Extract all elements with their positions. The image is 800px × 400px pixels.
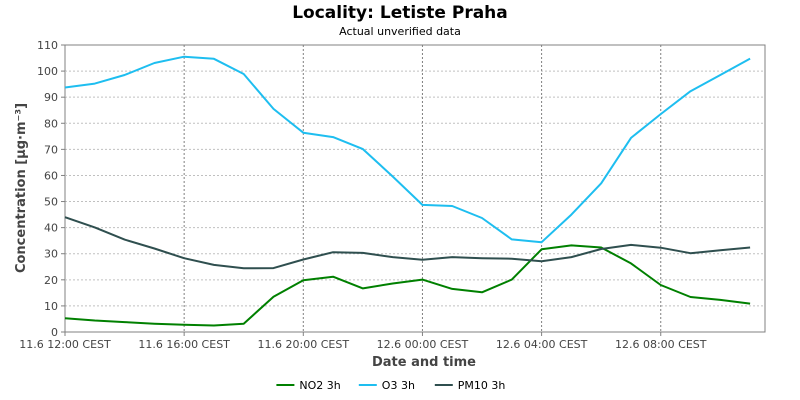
legend: NO2 3h O3 3h PM10 3h xyxy=(276,379,505,392)
y-tick-label: 100 xyxy=(37,65,58,78)
legend-item-o3-3h: O3 3h xyxy=(358,379,415,392)
legend-label: PM10 3h xyxy=(458,379,506,392)
series-line-no2-3h xyxy=(64,244,751,327)
plot-area xyxy=(64,44,766,333)
chart-subtitle: Actual unverified data xyxy=(339,25,461,38)
y-tick-label: 50 xyxy=(44,196,58,209)
legend-item-no2-3h: NO2 3h xyxy=(276,379,341,392)
legend-label: NO2 3h xyxy=(299,379,340,392)
legend-label: O3 3h xyxy=(382,379,415,392)
y-tick-label: 90 xyxy=(44,91,58,104)
y-tick-label: 60 xyxy=(44,169,58,182)
series-lines xyxy=(64,55,751,327)
x-tick-label: 12.6 04:00 CEST xyxy=(496,338,588,351)
y-tick-label: 80 xyxy=(44,117,58,130)
y-tick-label: 70 xyxy=(44,143,58,156)
y-axis-label: Concentration [µg·m⁻³] xyxy=(14,103,29,273)
y-tick-label: 110 xyxy=(37,39,58,52)
series-line-pm10-3h xyxy=(64,216,751,270)
x-tick-label: 12.6 00:00 CEST xyxy=(377,338,469,351)
x-tick-label: 11.6 12:00 CEST xyxy=(19,338,111,351)
y-tick-label: 20 xyxy=(44,274,58,287)
y-tick-label: 10 xyxy=(44,300,58,313)
y-tick-label: 30 xyxy=(44,248,58,261)
y-tick-label: 40 xyxy=(44,222,58,235)
y-tick-label: 0 xyxy=(51,326,58,339)
x-axis-ticks: 11.6 12:00 CEST 11.6 16:00 CEST 11.6 20:00… xyxy=(19,332,707,351)
x-tick-label: 12.6 08:00 CEST xyxy=(615,338,707,351)
y-axis-ticks: 0 10 20 30 40 50 60 70 80 90 100 110 xyxy=(37,39,65,339)
x-axis-label: Date and time xyxy=(372,355,476,370)
x-tick-label: 11.6 16:00 CEST xyxy=(138,338,230,351)
series-line-o3-3h xyxy=(64,55,751,244)
x-tick-label: 11.6 20:00 CEST xyxy=(258,338,350,351)
legend-item-pm10-3h: PM10 3h xyxy=(434,379,506,392)
chart-title: Locality: Letiste Praha xyxy=(292,3,508,23)
